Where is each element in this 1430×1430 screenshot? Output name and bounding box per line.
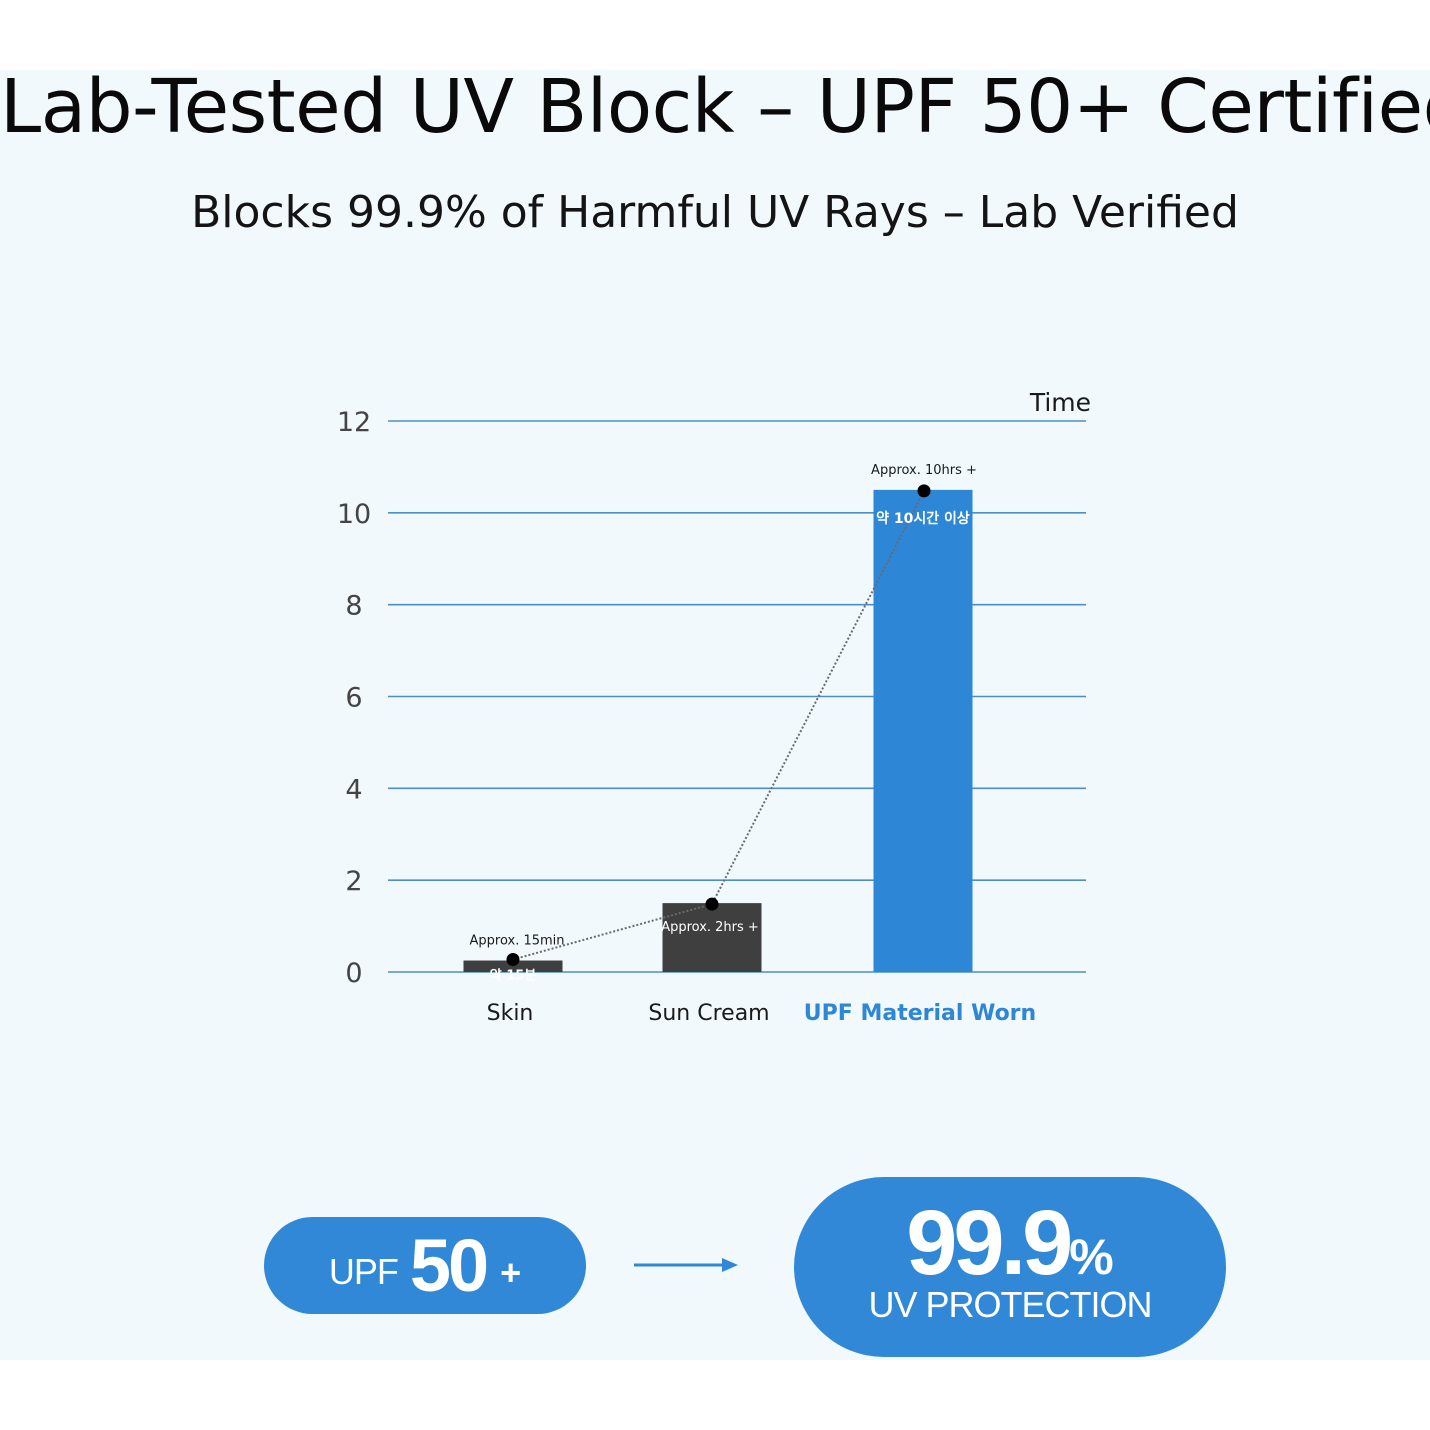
uv-protection-badge: 99.9% UV PROTECTION — [794, 1177, 1226, 1357]
upf-number: 50 — [409, 1224, 489, 1307]
data-annotation: Approx. 15min — [469, 934, 564, 949]
protection-number: 99.9 — [906, 1192, 1073, 1294]
data-point — [705, 897, 719, 911]
x-category-label: Sun Cream — [648, 1001, 769, 1026]
upf-plus: + — [500, 1251, 522, 1293]
connector-line — [512, 490, 925, 961]
bar — [463, 960, 563, 972]
bar-value-label: 약 15분 — [490, 968, 537, 984]
y-tick-label: 10 — [337, 499, 371, 530]
y-tick-label: 12 — [337, 407, 371, 438]
data-annotation: Approx. 2hrs + — [661, 920, 759, 935]
background-panel — [0, 70, 1430, 1360]
bar-value-label: 약 10시간 이상 — [876, 510, 970, 527]
right-arrow-icon — [634, 1258, 738, 1272]
x-category-label: UPF Material Worn — [804, 1001, 1036, 1026]
y-tick-label: 6 — [345, 683, 362, 714]
bar — [662, 903, 762, 972]
y-tick-label: 8 — [345, 591, 362, 622]
y-tick-label: 4 — [345, 774, 362, 805]
data-point — [917, 484, 931, 498]
y-tick-label: 0 — [345, 958, 362, 989]
protection-value: 99.9% — [794, 1193, 1226, 1307]
bar — [873, 489, 973, 972]
page-title: Lab-Tested UV Block – UPF 50+ Certified — [0, 64, 1430, 150]
protection-caption: UV PROTECTION — [868, 1284, 1152, 1325]
upf-word: UPF — [328, 1250, 399, 1292]
y-tick-label: 2 — [345, 866, 362, 897]
protection-percent-sign: % — [1069, 1229, 1114, 1285]
upf-50-badge: UPF 50 + — [264, 1217, 586, 1314]
y-axis-label: Time — [1029, 388, 1091, 417]
x-category-label: Skin — [487, 1001, 534, 1026]
page-subtitle: Blocks 99.9% of Harmful UV Rays – Lab Ve… — [191, 187, 1239, 238]
data-annotation: Approx. 10hrs + — [871, 463, 977, 478]
data-point — [506, 953, 520, 967]
